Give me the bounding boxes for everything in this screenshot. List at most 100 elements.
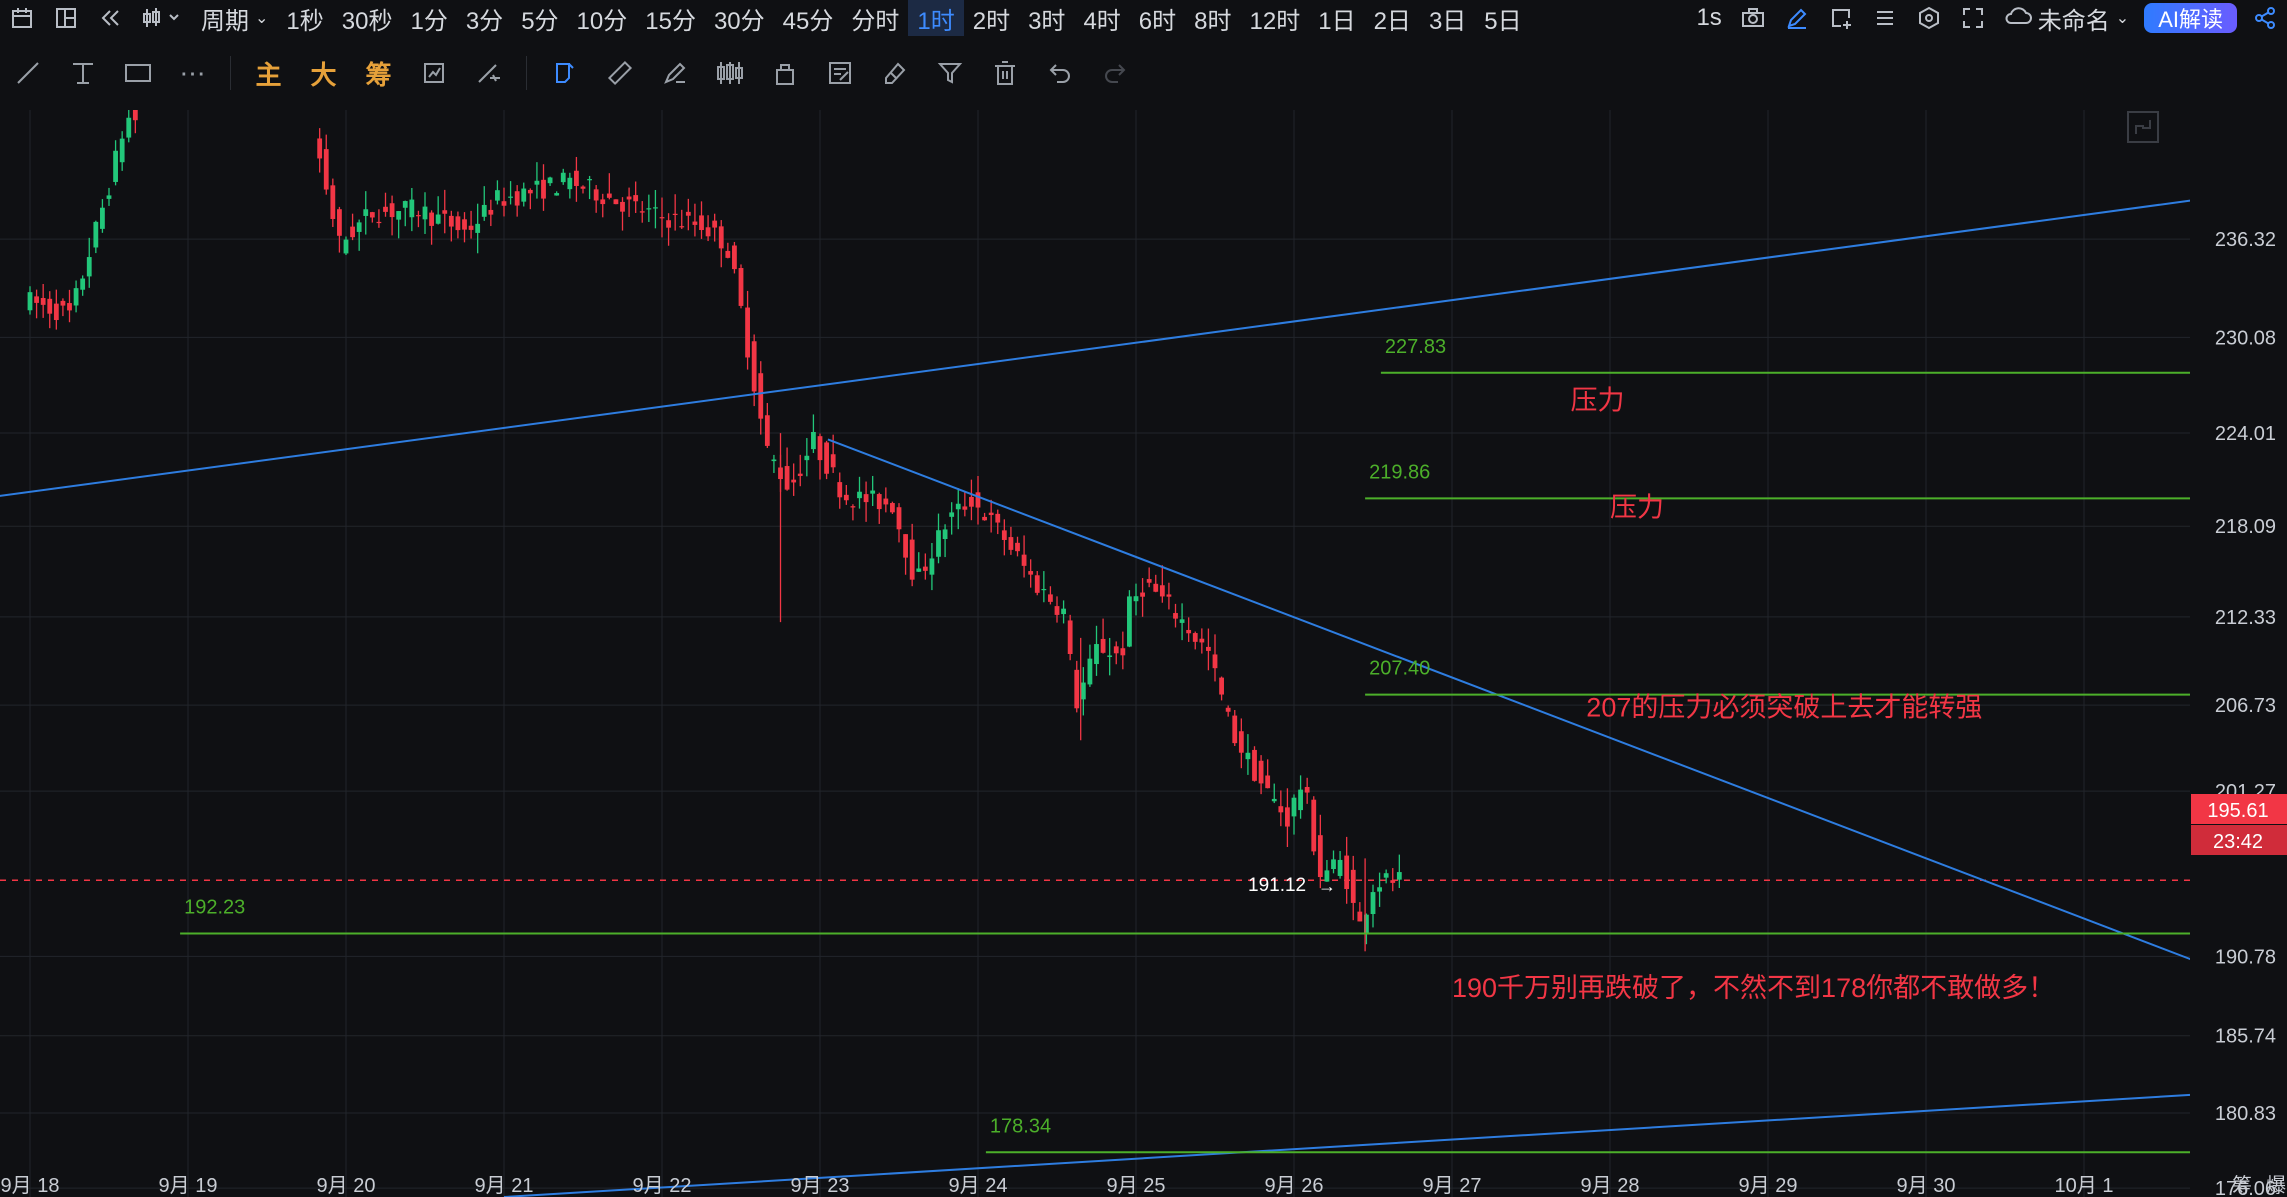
rectangle-tool-icon[interactable] [110, 36, 165, 110]
candle-body [870, 490, 876, 494]
workspace-menu[interactable]: 未命名 ⌄ [1995, 0, 2138, 36]
candle-type-icon[interactable] [132, 0, 192, 36]
burst-corner-icon[interactable]: 爆 [2266, 1174, 2286, 1197]
period-tab[interactable]: 2时 [972, 7, 1011, 35]
candle-body [587, 179, 592, 181]
candle-body [955, 503, 961, 510]
last-price-box [2191, 794, 2287, 824]
x-tick-label: 9月 19 [159, 1175, 218, 1197]
brush-icon[interactable] [647, 36, 702, 110]
ai-analysis-button[interactable]: AI解读 [2144, 3, 2237, 33]
candle-body [468, 225, 474, 230]
candle-pattern-icon[interactable] [702, 36, 757, 110]
period-tab[interactable]: 1时 [908, 0, 964, 36]
trendline[interactable] [503, 1093, 2195, 1197]
candle-body [653, 207, 658, 209]
candle-body [53, 303, 59, 321]
maximize-chart-icon[interactable] [2127, 111, 2159, 143]
candle-body [890, 503, 895, 513]
main-indicator-button[interactable]: 主 [255, 59, 282, 90]
period-tab[interactable]: 3分 [465, 7, 504, 35]
period-tab[interactable]: 12时 [1249, 7, 1301, 35]
more-icon[interactable]: ⋯ [179, 57, 206, 88]
last-price-label: 195.61 [2207, 800, 2268, 822]
magnet-icon[interactable] [537, 36, 592, 110]
time-axis: 9月 18 9月 19 9月 20 9月 21 9月 22 9月 23 9月 24 9月 25… [1, 1175, 2114, 1197]
period-tab[interactable]: 5日 [1484, 7, 1522, 35]
chart-annotation[interactable]: 190千万别再跌破了，不然不到178你都不敢做多！ [1452, 973, 2055, 1003]
lock-icon[interactable] [757, 36, 812, 110]
candle-body [672, 213, 678, 216]
period-tab[interactable]: 3日 [1428, 7, 1467, 35]
period-tab[interactable]: 1秒 [286, 7, 324, 35]
candle-body [883, 498, 889, 505]
period-tab[interactable]: 30秒 [341, 7, 393, 35]
candle-body [1324, 870, 1330, 882]
y-tick-label: 224.01 [2215, 423, 2276, 445]
chart-annotation[interactable]: 压力 [1571, 386, 1625, 416]
chart-annotation[interactable]: 207的压力必须突破上去才能转强 [1586, 693, 1982, 723]
fullscreen-icon[interactable] [1951, 0, 1995, 36]
period-tab[interactable]: 4时 [1083, 7, 1121, 35]
candle-body [1001, 530, 1007, 540]
trendline[interactable] [0, 199, 2195, 497]
calendar-icon[interactable] [0, 0, 44, 36]
pen-icon[interactable] [1775, 0, 1819, 36]
redo-icon[interactable] [1087, 36, 1142, 110]
period-tab[interactable]: 1分 [410, 7, 448, 35]
list-icon[interactable] [1863, 0, 1907, 36]
period-tab[interactable]: 30分 [713, 7, 765, 35]
period-tab[interactable]: 6时 [1138, 7, 1177, 35]
candle-body [488, 209, 494, 215]
level-label: 178.34 [990, 1115, 1051, 1137]
big-order-button[interactable]: 大 [310, 59, 337, 90]
period-tab[interactable]: 分时 [851, 7, 900, 35]
period-tab[interactable]: 45分 [782, 7, 834, 35]
compare-icon[interactable] [406, 36, 461, 110]
filter-icon[interactable] [922, 36, 977, 110]
measure-icon[interactable] [461, 36, 516, 110]
candle-body [1357, 911, 1363, 922]
note-icon[interactable] [812, 36, 867, 110]
text-tool-icon[interactable] [55, 36, 110, 110]
candle-body [1304, 786, 1310, 793]
candle-body [1258, 760, 1264, 784]
settings-icon[interactable] [1907, 0, 1951, 36]
candle-body [1344, 855, 1350, 890]
undo-icon[interactable] [1032, 36, 1087, 110]
period-tab[interactable]: 15分 [645, 7, 696, 35]
period-tab[interactable]: 2日 [1373, 7, 1411, 35]
period-tab[interactable]: 3时 [1028, 7, 1066, 35]
period-tab[interactable]: 8时 [1194, 7, 1232, 35]
candle-body [409, 199, 415, 218]
trendline[interactable] [827, 438, 2195, 962]
camera-icon[interactable] [1731, 0, 1775, 36]
candle-body [863, 494, 869, 503]
trendline-tool-icon[interactable] [0, 36, 55, 110]
candle-body [422, 206, 428, 220]
period-tab[interactable]: 10分 [576, 7, 628, 35]
candle-body [541, 179, 546, 199]
add-window-icon[interactable] [1819, 0, 1863, 36]
chart-annotation[interactable]: 压力 [1610, 493, 1664, 523]
period-menu[interactable]: 周期 ⌄ [201, 7, 269, 35]
candle-body [817, 436, 823, 461]
period-tab[interactable]: 1日 [1318, 7, 1356, 35]
candle-body [574, 170, 579, 186]
trash-icon[interactable] [977, 36, 1032, 110]
share-icon[interactable] [2243, 0, 2287, 36]
eraser-icon[interactable] [867, 36, 922, 110]
candle-body [1015, 542, 1020, 552]
candle-body [1028, 571, 1034, 575]
candle-body [1370, 892, 1376, 915]
rewind-icon[interactable] [88, 0, 132, 36]
x-tick-label: 9月 20 [317, 1175, 376, 1197]
ruler-icon[interactable] [592, 36, 647, 110]
refresh-interval[interactable]: 1s [1696, 4, 1722, 31]
layout-icon[interactable] [44, 0, 88, 36]
chip-corner-icon[interactable]: 筹 [2232, 1174, 2252, 1197]
drawing-toolbar: ⋯ 主 大 筹 [0, 36, 2287, 110]
chip-distribution-button[interactable]: 筹 [365, 59, 392, 90]
period-tab[interactable]: 5分 [521, 7, 559, 35]
